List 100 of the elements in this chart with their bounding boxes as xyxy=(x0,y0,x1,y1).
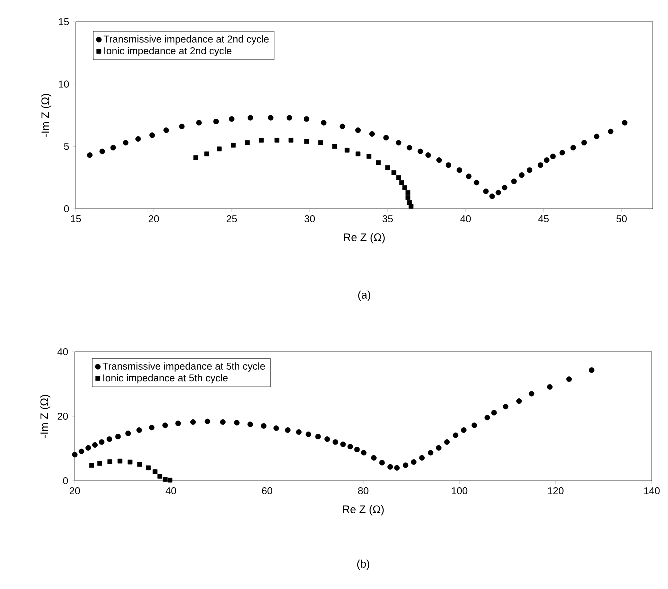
point xyxy=(355,128,362,134)
y-tick-label: 0 xyxy=(64,205,70,213)
y-tick-label: 20 xyxy=(58,412,68,420)
point xyxy=(332,440,338,446)
point xyxy=(158,474,162,479)
point xyxy=(426,152,432,158)
point xyxy=(594,134,600,140)
point xyxy=(110,145,116,151)
point xyxy=(406,195,411,200)
point xyxy=(92,442,98,448)
point xyxy=(318,140,324,146)
point xyxy=(288,138,294,143)
point xyxy=(321,120,327,126)
point xyxy=(248,115,254,121)
point xyxy=(361,450,367,456)
point xyxy=(163,477,168,482)
point xyxy=(150,132,156,138)
point xyxy=(123,140,129,146)
point xyxy=(484,415,490,421)
point xyxy=(418,148,424,154)
point xyxy=(560,150,566,156)
point xyxy=(356,152,361,157)
point xyxy=(324,436,330,442)
legend-label: Ionic impedance at 5th cycle xyxy=(104,374,228,384)
point xyxy=(538,162,544,168)
x-tick-label: 25 xyxy=(226,216,238,223)
point xyxy=(138,462,142,467)
x-tick-label: 100 xyxy=(452,488,468,495)
legend-label: Transmissive impedance at 5th cycle xyxy=(102,362,266,372)
point xyxy=(234,420,240,426)
point xyxy=(400,180,404,186)
point xyxy=(516,398,522,404)
point xyxy=(496,190,502,196)
point xyxy=(261,423,267,429)
point xyxy=(402,185,408,190)
point xyxy=(231,143,236,148)
point xyxy=(407,200,412,206)
point xyxy=(408,204,414,209)
point xyxy=(502,185,508,191)
y-tick-label: 10 xyxy=(59,80,70,88)
point xyxy=(106,436,112,442)
point xyxy=(379,460,386,466)
point xyxy=(100,148,106,154)
point xyxy=(456,168,462,174)
point xyxy=(436,445,442,451)
point xyxy=(176,420,182,426)
y-axis-title: -Im Z (Ω) xyxy=(40,395,51,438)
y-tick-label: 40 xyxy=(58,348,68,356)
point xyxy=(274,138,280,143)
point xyxy=(453,432,459,438)
point xyxy=(370,131,376,137)
point xyxy=(411,460,417,466)
point xyxy=(550,154,556,160)
point xyxy=(461,428,467,434)
point xyxy=(384,135,390,141)
point xyxy=(428,450,434,456)
point xyxy=(566,376,572,382)
point xyxy=(396,175,402,180)
y-axis-title: -Im Z (Ω) xyxy=(41,94,52,138)
point xyxy=(332,144,338,150)
point xyxy=(340,442,346,448)
point xyxy=(164,128,170,134)
x-tick-label: 140 xyxy=(644,488,660,495)
point xyxy=(570,145,576,151)
point xyxy=(286,115,292,121)
point xyxy=(99,440,105,446)
point xyxy=(483,188,489,194)
point xyxy=(403,462,409,468)
point xyxy=(472,422,478,428)
legend-label: Transmissive impedance at 2nd cycle xyxy=(104,36,269,45)
point xyxy=(340,124,346,130)
point xyxy=(162,422,168,428)
point xyxy=(474,180,480,186)
point xyxy=(259,138,264,143)
point xyxy=(419,455,425,461)
point xyxy=(490,194,496,200)
point xyxy=(396,140,402,146)
y-tick-label: 5 xyxy=(64,143,70,150)
x-tick-label: 30 xyxy=(304,216,316,223)
text: (a) xyxy=(358,290,371,302)
point xyxy=(492,410,498,416)
x-tick-label: 120 xyxy=(548,488,564,495)
point xyxy=(149,425,155,431)
point xyxy=(527,168,533,174)
point xyxy=(98,461,102,466)
point xyxy=(392,170,397,176)
point xyxy=(229,116,235,122)
point xyxy=(72,452,78,458)
point xyxy=(136,428,142,434)
point xyxy=(446,162,452,168)
point xyxy=(220,420,226,426)
point xyxy=(126,430,132,436)
point xyxy=(190,420,196,426)
point xyxy=(376,160,381,166)
point xyxy=(245,140,250,146)
x-tick-label: 15 xyxy=(71,216,82,222)
point xyxy=(344,148,350,153)
point xyxy=(86,445,92,451)
point xyxy=(436,158,442,164)
point xyxy=(128,460,133,465)
